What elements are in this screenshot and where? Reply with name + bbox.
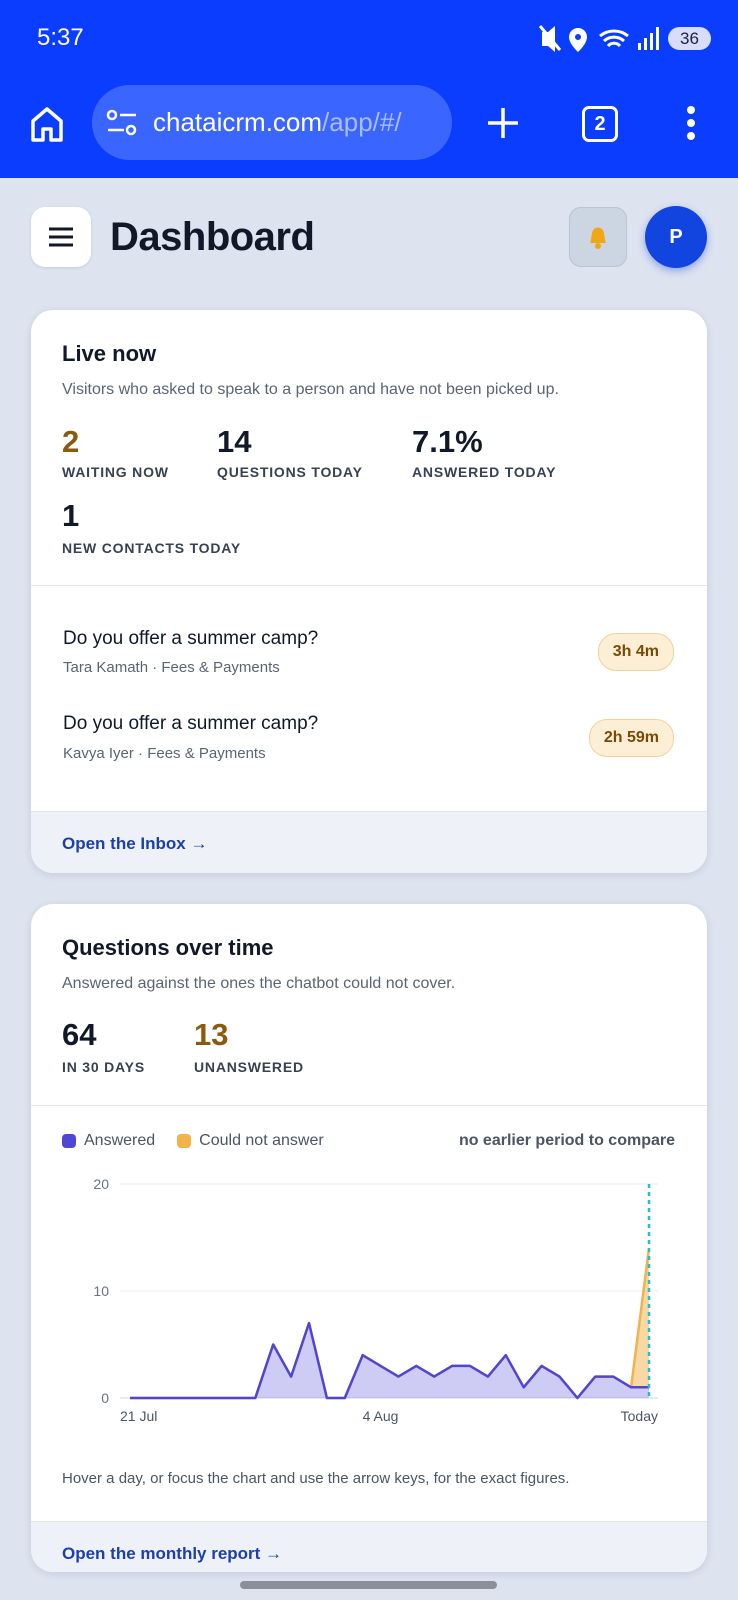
stat-value: 7.1% (412, 424, 483, 459)
waiting-question[interactable]: Do you offer a summer camp? (63, 628, 319, 649)
questions-card: Questions over time Answered against the… (31, 904, 707, 1572)
comparison-note: no earlier period to compare (458, 1132, 675, 1149)
legend-swatch (177, 1134, 192, 1148)
stat-value: 13 (194, 1017, 229, 1052)
stat-value: 2 (62, 424, 80, 459)
divider (31, 585, 707, 586)
menu-icon (49, 227, 73, 247)
legend-item: Answered (62, 1131, 155, 1151)
live-now-card: Live now Visitors who asked to speak to … (31, 310, 707, 873)
y-tick-label: 10 (93, 1283, 109, 1299)
waiting-question[interactable]: Do you offer a summer camp? (63, 713, 319, 734)
page-title: Dashboard (110, 215, 315, 259)
card-subtitle: Answered against the ones the chatbot co… (62, 975, 456, 992)
waiting-meta: Kavya Iyer · Fees & Payments (63, 745, 266, 762)
battery-level: 36 (680, 29, 699, 48)
stat-label: UNANSWERED (194, 1059, 304, 1075)
menu-button[interactable] (31, 207, 91, 267)
x-tick-label: 21 Jul (120, 1408, 157, 1424)
card-subtitle: Visitors who asked to speak to a person … (62, 381, 559, 398)
stat-value: 14 (217, 424, 252, 459)
site-settings-icon (106, 109, 137, 136)
series-line (130, 1321, 649, 1400)
battery: 36 (668, 27, 711, 50)
wait-time: 2h 59m (588, 719, 674, 757)
status-icons (538, 25, 659, 52)
card-title: Live now (62, 341, 157, 366)
url: chataicrm.com/app/#/ (153, 107, 443, 137)
stat-label: ANSWERED TODAY (412, 464, 557, 480)
status-bar: 5:37 36 chataicrm.com/app/#/ 2 (0, 0, 738, 178)
notifications-button[interactable] (569, 207, 627, 267)
legend-label: Answered (84, 1132, 156, 1149)
y-tick-label: 0 (101, 1390, 109, 1406)
report-link[interactable]: Open the monthly report → (62, 1544, 283, 1563)
area-fill (130, 1323, 649, 1398)
avatar-initial: P (669, 226, 683, 248)
x-tick-label: Today (621, 1408, 658, 1424)
card-footer: Open the monthly report → (31, 1521, 707, 1572)
url-path: /app/#/ (322, 107, 402, 137)
stat-value: 1 (62, 498, 80, 533)
waiting-meta: Tara Kamath · Fees & Payments (63, 659, 280, 676)
divider (31, 1105, 707, 1106)
stat-label: WAITING NOW (62, 464, 169, 480)
bell-icon (590, 227, 606, 249)
legend-item: Could not answer (177, 1131, 324, 1151)
new-tab-button[interactable] (486, 106, 520, 140)
clock: 5:37 (37, 24, 84, 51)
legend-swatch (62, 1134, 76, 1148)
url-host: chataicrm.com (153, 107, 323, 137)
tab-switcher[interactable]: 2 (582, 106, 618, 142)
url-bar[interactable]: chataicrm.com/app/#/ (92, 85, 452, 160)
wait-time: 3h 4m (597, 633, 674, 671)
card-footer: Open the Inbox → (31, 811, 707, 873)
stat-label: NEW CONTACTS TODAY (62, 540, 242, 556)
stat-label: QUESTIONS TODAY (217, 464, 363, 480)
menu-kebab[interactable] (684, 104, 698, 142)
y-tick-label: 20 (93, 1176, 109, 1192)
home-button[interactable] (29, 105, 65, 143)
card-title: Questions over time (62, 935, 274, 960)
stat-value: 64 (62, 1017, 97, 1052)
chart-help: Hover a day, or focus the chart and use … (62, 1470, 570, 1487)
gesture-bar (240, 1581, 497, 1589)
x-tick-label: 4 Aug (363, 1408, 399, 1424)
tab-count: 2 (594, 113, 606, 135)
legend-label: Could not answer (199, 1132, 324, 1149)
stat-label: IN 30 DAYS (62, 1059, 145, 1075)
legend: Answered Could not answer (62, 1131, 324, 1151)
inbox-link[interactable]: Open the Inbox → (62, 834, 208, 853)
avatar[interactable]: P (645, 206, 707, 268)
